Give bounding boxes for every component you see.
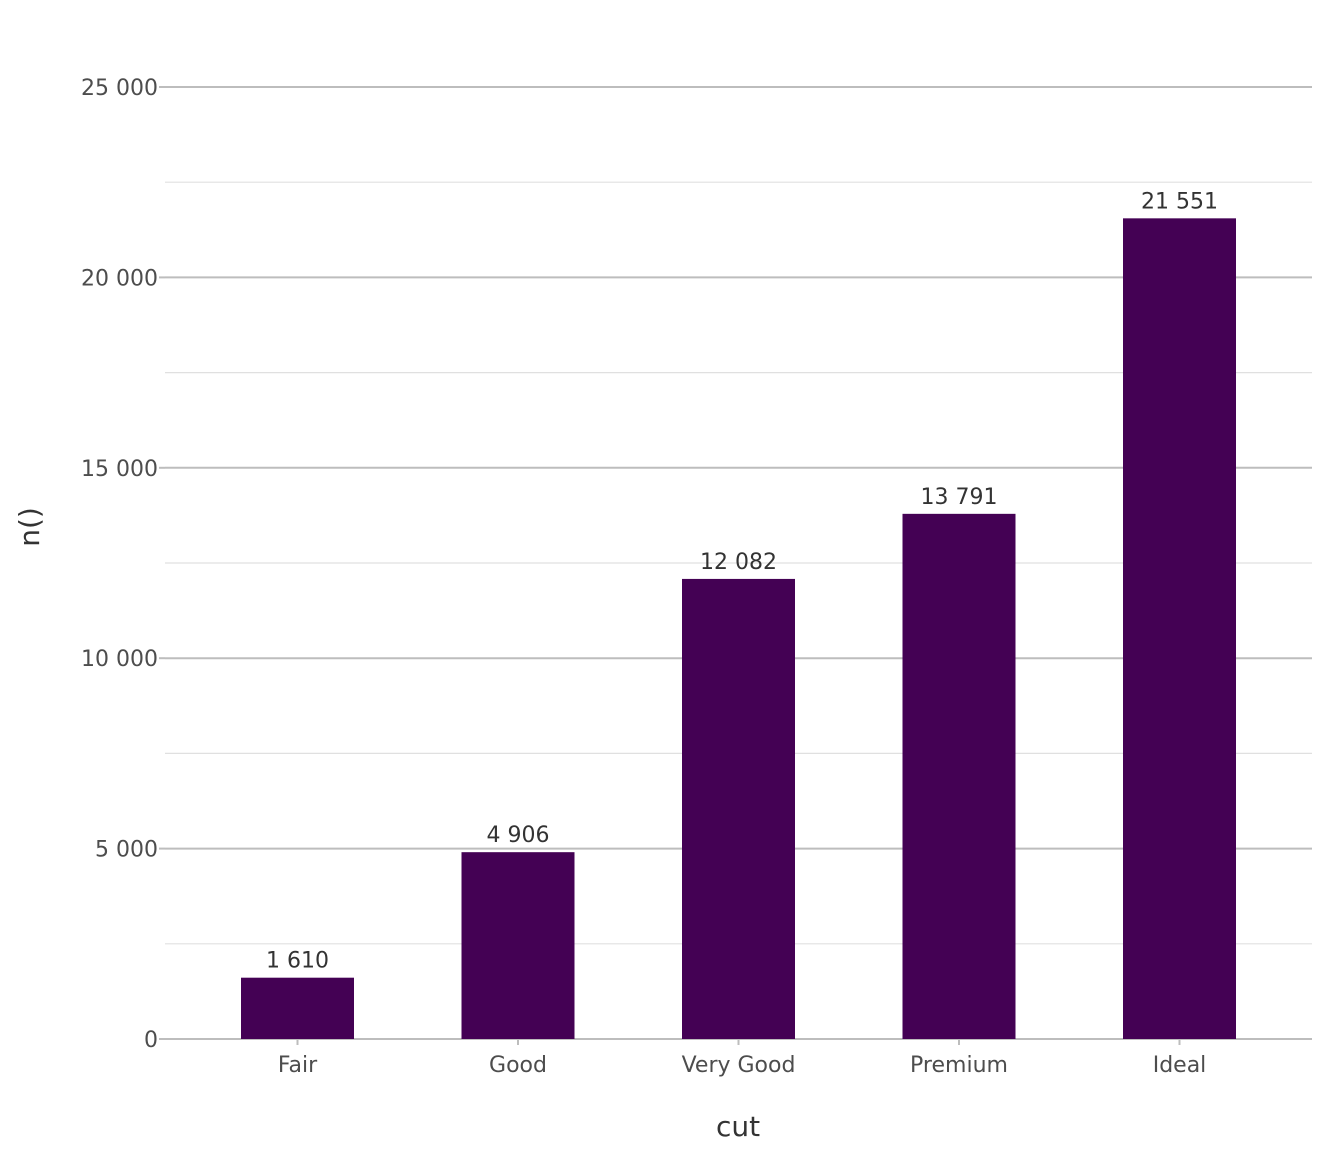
x-tick-label: Premium [910, 1053, 1008, 1078]
x-tick-label: Very Good [682, 1053, 796, 1078]
data-labels: 1 610 4 906 12 082 13 791 21 551 [266, 189, 1218, 973]
data-label: 13 791 [921, 485, 998, 510]
data-label: 4 906 [487, 823, 550, 848]
y-tick-label: 15 000 [81, 457, 158, 482]
bar-ideal [1123, 218, 1236, 1040]
x-tick-label: Good [489, 1053, 547, 1078]
bar-very-good [682, 578, 795, 1039]
bar-premium [902, 513, 1016, 1039]
data-label: 21 551 [1141, 189, 1218, 214]
y-tick-label: 5 000 [95, 838, 158, 863]
bar-good [461, 852, 575, 1039]
axes: 0 5 000 10 000 15 000 20 000 25 000 Fair Good Ve… [81, 76, 1206, 1078]
y-axis-title: n() [13, 507, 46, 547]
y-tick-label: 10 000 [81, 647, 158, 672]
x-axis-title: cut [716, 1110, 760, 1143]
bar-fair [241, 977, 354, 1039]
data-label: 12 082 [700, 550, 777, 575]
y-tick-label: 25 000 [81, 76, 158, 101]
x-tick-label: Fair [278, 1053, 318, 1078]
x-tick-label: Ideal [1153, 1053, 1207, 1078]
bars [241, 218, 1236, 1040]
y-tick-label: 20 000 [81, 266, 158, 291]
data-label: 1 610 [266, 949, 329, 974]
y-tick-label: 0 [144, 1028, 158, 1053]
